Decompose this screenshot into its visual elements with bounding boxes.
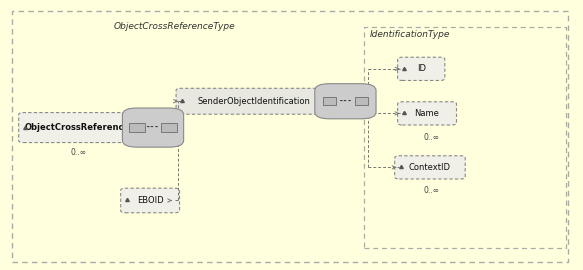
Text: ContextID: ContextID xyxy=(409,163,451,172)
FancyBboxPatch shape xyxy=(176,88,331,114)
FancyBboxPatch shape xyxy=(122,108,184,147)
Text: 0..∞: 0..∞ xyxy=(71,148,87,157)
Text: IdentificationType: IdentificationType xyxy=(370,30,451,39)
FancyBboxPatch shape xyxy=(395,156,465,179)
FancyBboxPatch shape xyxy=(12,11,568,262)
Text: Name: Name xyxy=(415,109,440,118)
Text: ObjectCrossReferenceType: ObjectCrossReferenceType xyxy=(114,22,236,31)
FancyBboxPatch shape xyxy=(398,102,456,125)
FancyBboxPatch shape xyxy=(129,123,145,132)
Text: 0..∞: 0..∞ xyxy=(423,133,440,142)
FancyBboxPatch shape xyxy=(121,188,180,213)
FancyBboxPatch shape xyxy=(364,27,566,248)
Text: ObjectCrossReference: ObjectCrossReference xyxy=(24,123,130,132)
FancyBboxPatch shape xyxy=(161,123,177,132)
Text: 0..∞: 0..∞ xyxy=(423,186,440,195)
FancyBboxPatch shape xyxy=(323,97,336,105)
FancyBboxPatch shape xyxy=(315,84,376,119)
FancyBboxPatch shape xyxy=(19,113,136,143)
Text: ID: ID xyxy=(417,64,426,73)
FancyBboxPatch shape xyxy=(355,97,368,105)
FancyBboxPatch shape xyxy=(398,57,445,80)
Text: ---: --- xyxy=(146,123,160,132)
Text: EBOID: EBOID xyxy=(137,196,163,205)
Text: SenderObjectIdentification: SenderObjectIdentification xyxy=(197,97,310,106)
Text: ---: --- xyxy=(339,97,352,106)
